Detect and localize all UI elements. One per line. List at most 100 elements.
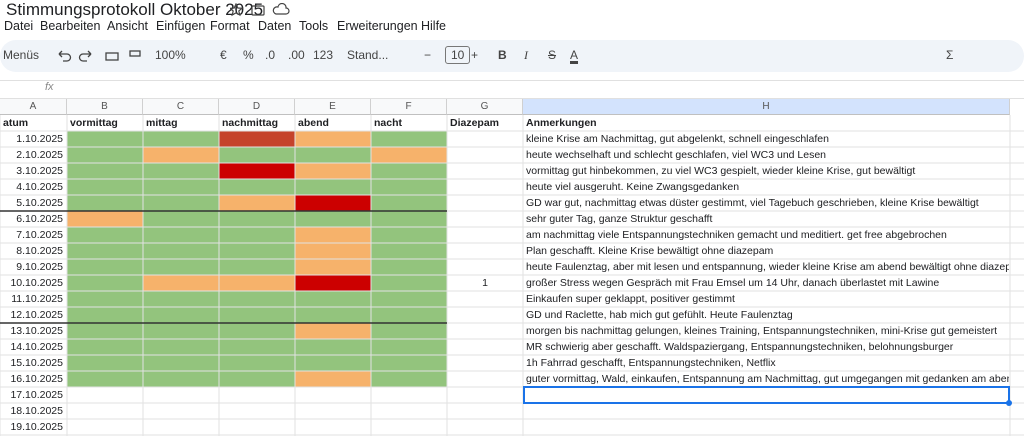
date-cell[interactable]: 13.10.2025 bbox=[10, 325, 63, 337]
doc-title[interactable]: Stimmungsprotokoll Oktober 2025 bbox=[6, 0, 264, 19]
date-cell[interactable]: 2.10.2025 bbox=[16, 149, 63, 161]
mood-cell bbox=[219, 371, 295, 387]
date-cell[interactable]: 12.10.2025 bbox=[10, 309, 63, 321]
note-cell[interactable]: Plan geschafft. Kleine Krise bewältigt o… bbox=[526, 245, 774, 257]
date-cell[interactable]: 5.10.2025 bbox=[16, 197, 63, 209]
column-header[interactable]: G bbox=[447, 99, 523, 115]
menu-item[interactable]: Ansicht bbox=[107, 19, 148, 33]
header-cell[interactable]: Diazepam bbox=[450, 117, 500, 129]
column-header[interactable]: H bbox=[523, 99, 1010, 115]
toolbar-item[interactable]: € bbox=[220, 48, 227, 62]
date-cell[interactable]: 1.10.2025 bbox=[16, 133, 63, 145]
mood-cell bbox=[219, 243, 295, 259]
column-header[interactable]: D bbox=[219, 99, 295, 115]
toolbar-item[interactable]: % bbox=[243, 48, 254, 62]
toolbar-item[interactable]: 10 bbox=[445, 46, 471, 64]
header-cell[interactable]: vormittag bbox=[70, 117, 118, 129]
note-cell[interactable]: großer Stress wegen Gespräch mit Frau Em… bbox=[526, 277, 940, 289]
note-cell[interactable]: Einkaufen super geklappt, positiver gest… bbox=[526, 293, 735, 305]
date-cell[interactable]: 6.10.2025 bbox=[16, 213, 63, 225]
header-cell[interactable]: mittag bbox=[146, 117, 178, 129]
header-cell[interactable]: abend bbox=[298, 117, 329, 129]
mood-cell bbox=[295, 291, 371, 307]
column-header[interactable]: C bbox=[143, 99, 219, 115]
note-cell[interactable]: MR schwierig aber geschafft. Waldspazier… bbox=[526, 341, 954, 353]
note-cell[interactable]: sehr guter Tag, ganze Struktur geschafft bbox=[526, 213, 713, 225]
header-cell[interactable]: nacht bbox=[374, 117, 403, 129]
toolbar-item[interactable]: 123 bbox=[313, 48, 334, 62]
toolbar-item[interactable]: .00 bbox=[288, 48, 305, 62]
selection-handle bbox=[1006, 400, 1012, 406]
date-cell[interactable]: 3.10.2025 bbox=[16, 165, 63, 177]
header-cell[interactable]: nachmittag bbox=[222, 117, 279, 129]
date-cell[interactable]: 16.10.2025 bbox=[10, 373, 63, 385]
column-header[interactable]: B bbox=[67, 99, 143, 115]
diazepam-cell[interactable]: 1 bbox=[482, 277, 488, 289]
note-cell[interactable]: kleine Krise am Nachmittag, gut abgelenk… bbox=[526, 133, 829, 145]
menu-item[interactable]: Einfügen bbox=[156, 19, 206, 33]
mood-cell bbox=[67, 339, 143, 355]
mood-cell bbox=[219, 307, 295, 323]
date-cell[interactable]: 19.10.2025 bbox=[10, 421, 63, 433]
header-cell[interactable]: atum bbox=[3, 117, 29, 129]
date-cell[interactable]: 15.10.2025 bbox=[10, 357, 63, 369]
toolbar bbox=[0, 40, 1024, 72]
mood-cell bbox=[295, 355, 371, 371]
date-cell[interactable]: 17.10.2025 bbox=[10, 389, 63, 401]
menu-item[interactable]: Erweiterungen bbox=[337, 19, 418, 33]
note-cell[interactable]: vormittag gut hinbekommen, zu viel WC3 g… bbox=[526, 165, 916, 177]
toolbar-item[interactable]: 100% bbox=[155, 48, 186, 62]
toolbar-item[interactable]: Σ bbox=[946, 48, 954, 62]
date-cell[interactable]: 9.10.2025 bbox=[16, 261, 63, 273]
toolbar-icons bbox=[58, 50, 141, 62]
mood-cell bbox=[67, 211, 143, 227]
formula-bar bbox=[0, 80, 1024, 99]
note-cell[interactable]: heute Faulenztag, aber mit lesen und ent… bbox=[526, 261, 1009, 273]
menu-item[interactable]: Daten bbox=[258, 19, 292, 33]
menu-item[interactable]: Bearbeiten bbox=[40, 19, 101, 33]
date-cell[interactable]: 18.10.2025 bbox=[10, 405, 63, 417]
mood-cell bbox=[371, 323, 447, 339]
toolbar-item[interactable]: Stand... bbox=[347, 48, 389, 62]
toolbar-item[interactable]: A bbox=[570, 48, 579, 62]
date-cell[interactable]: 8.10.2025 bbox=[16, 245, 63, 257]
toolbar-item[interactable]: I bbox=[524, 48, 528, 62]
note-cell[interactable]: morgen bis nachmittag gelungen, kleines … bbox=[526, 325, 998, 337]
mood-cell bbox=[67, 243, 143, 259]
column-header[interactable]: E bbox=[295, 99, 371, 115]
menu-item[interactable]: Datei bbox=[4, 19, 34, 33]
date-cell[interactable]: 14.10.2025 bbox=[10, 341, 63, 353]
mood-cell bbox=[219, 131, 295, 147]
mood-cell bbox=[371, 307, 447, 323]
column-header[interactable]: F bbox=[371, 99, 447, 115]
mood-cell bbox=[295, 243, 371, 259]
note-cell[interactable]: GD war gut, nachmittag etwas düster gest… bbox=[526, 197, 979, 209]
mood-cell bbox=[295, 211, 371, 227]
column-header[interactable]: A bbox=[0, 99, 67, 115]
menu-item[interactable]: Hilfe bbox=[421, 19, 447, 33]
date-cell[interactable]: 10.10.2025 bbox=[10, 277, 63, 289]
note-cell[interactable]: 1h Fahrrad geschafft, Entspannungstechni… bbox=[526, 357, 776, 369]
note-cell[interactable]: heute wechselhaft und schlecht geschlafe… bbox=[526, 149, 827, 161]
header-cell[interactable]: Anmerkungen bbox=[526, 117, 597, 129]
mood-cell bbox=[143, 227, 219, 243]
mood-cell bbox=[143, 195, 219, 211]
toolbar-item[interactable]: − bbox=[424, 48, 432, 62]
mood-cell bbox=[143, 179, 219, 195]
date-cell[interactable]: 7.10.2025 bbox=[16, 229, 63, 241]
date-cell[interactable]: 4.10.2025 bbox=[16, 181, 63, 193]
toolbar-item[interactable]: + bbox=[471, 48, 479, 62]
toolbar-item[interactable]: Menüs bbox=[3, 48, 40, 62]
mood-cell bbox=[371, 131, 447, 147]
menu-item[interactable]: Format bbox=[210, 19, 250, 33]
toolbar-item[interactable]: .0 bbox=[265, 48, 276, 62]
mood-cell bbox=[295, 275, 371, 291]
note-cell[interactable]: heute viel ausgeruht. Keine Zwangsgedank… bbox=[526, 181, 740, 193]
toolbar-item[interactable]: B bbox=[498, 48, 507, 62]
date-cell[interactable]: 11.10.2025 bbox=[11, 293, 63, 305]
note-cell[interactable]: guter vormittag, Wald, einkaufen, Entspa… bbox=[526, 373, 1009, 385]
toolbar-item[interactable]: S bbox=[548, 48, 557, 62]
menu-item[interactable]: Tools bbox=[299, 19, 329, 33]
note-cell[interactable]: GD und Raclette, hab mich gut gefühlt. H… bbox=[526, 309, 793, 321]
note-cell[interactable]: am nachmittag viele Entspannungstechnike… bbox=[526, 229, 947, 241]
